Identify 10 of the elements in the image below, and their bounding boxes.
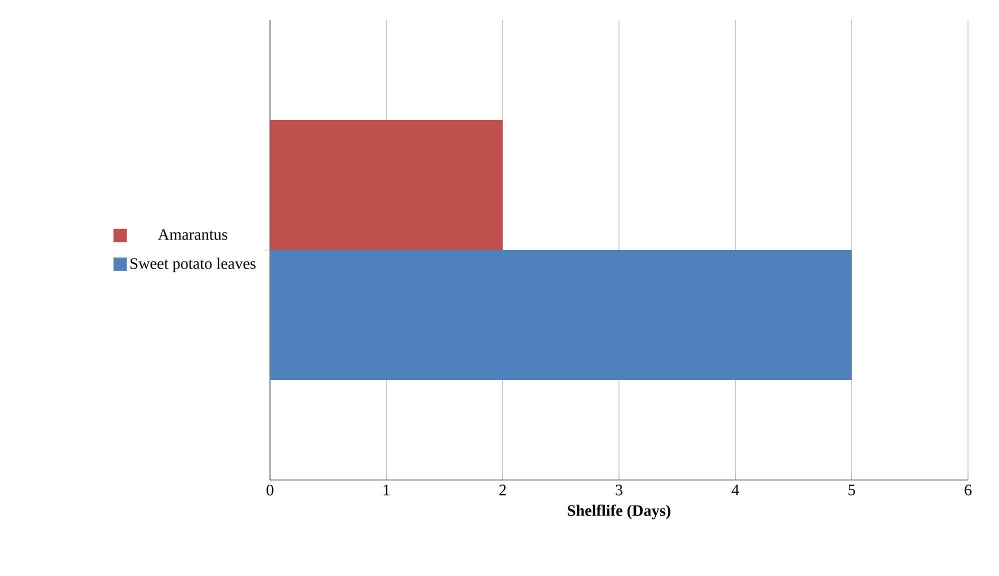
legend-label: Sweet potato leaves	[130, 258, 256, 272]
x-tick-label: 0	[266, 484, 274, 496]
x-axis-title: Shelflife (Days)	[568, 504, 670, 520]
x-tick-label: 5	[848, 484, 856, 496]
x-tick-label: 4	[732, 484, 740, 496]
x-tick-label: 6	[964, 484, 972, 496]
legend-label: Amarantus	[158, 229, 228, 240]
x-tick-label: 2	[499, 484, 506, 496]
x-tick-label: 3	[616, 484, 622, 496]
x-tick-label: 1	[384, 484, 390, 496]
